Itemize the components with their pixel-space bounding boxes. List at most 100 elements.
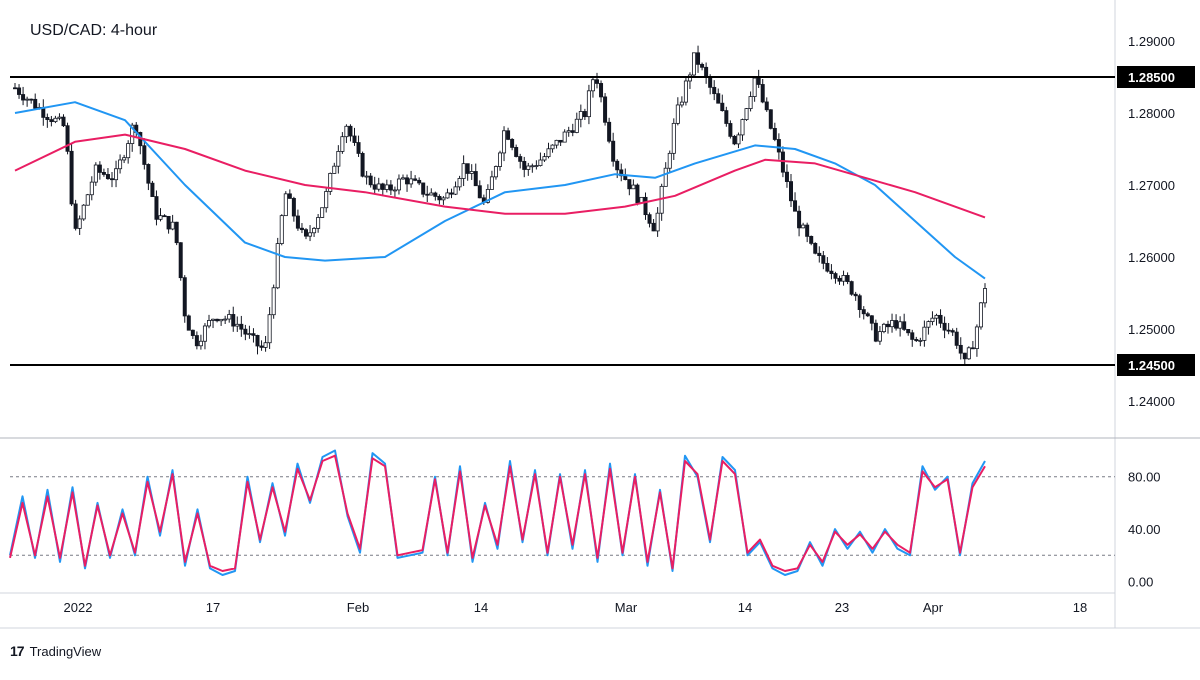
candle-body — [570, 130, 575, 133]
candle-body — [396, 178, 401, 191]
candle-body — [57, 116, 62, 119]
candle-body — [877, 331, 882, 342]
price-tick-label: 1.28000 — [1128, 106, 1175, 121]
moving-average-blue-line — [14, 101, 986, 280]
candle-body — [720, 102, 725, 112]
candle-body — [239, 323, 244, 330]
candle-body — [380, 183, 385, 190]
candle-body — [497, 152, 502, 167]
tradingview-logo-icon: 17 — [10, 643, 25, 659]
candle-body — [316, 217, 321, 229]
candle-body — [651, 222, 656, 232]
candle-body — [69, 150, 74, 205]
candle-body — [215, 318, 220, 322]
candle-body — [283, 193, 288, 217]
candle-body — [336, 151, 341, 167]
candle-body — [942, 322, 947, 331]
candle-body — [21, 94, 26, 101]
candle-body — [861, 309, 866, 315]
candle-body — [235, 323, 240, 327]
candle-body — [489, 176, 494, 190]
candle-body — [114, 168, 119, 181]
candle-body — [295, 215, 300, 229]
candle-body — [817, 252, 822, 257]
candle-body — [582, 111, 587, 118]
candle-body — [202, 325, 207, 342]
candle-body — [562, 131, 567, 143]
candle-body — [962, 352, 967, 360]
candle-body — [182, 277, 187, 317]
candle-body — [12, 87, 17, 90]
candle-body — [211, 318, 216, 321]
candle-body — [425, 193, 430, 196]
candle-body — [299, 227, 304, 231]
candle-body — [825, 262, 830, 272]
candle-body — [158, 215, 163, 220]
candle-body — [724, 110, 729, 124]
candle-body — [756, 77, 761, 85]
candle-body — [320, 207, 325, 218]
candle-body — [966, 347, 971, 360]
candle-body — [223, 318, 228, 321]
candle-body — [150, 182, 155, 197]
candle-body — [635, 184, 640, 204]
candle-body — [33, 98, 38, 109]
price-tick-label: 1.24000 — [1128, 394, 1175, 409]
candle-body — [376, 183, 381, 190]
candle-body — [61, 116, 66, 127]
candle-body — [384, 184, 389, 190]
time-tick-label: 14 — [738, 600, 752, 615]
candle-body — [178, 242, 183, 279]
candle-body — [813, 242, 818, 254]
candle-body — [17, 87, 22, 95]
candle-body — [105, 174, 110, 180]
oscillator-tick-label: 0.00 — [1128, 575, 1153, 590]
candle-body — [49, 119, 54, 123]
candle-body — [623, 175, 628, 180]
footer-brand: 17 TradingView — [10, 643, 101, 659]
candle-body — [259, 345, 264, 348]
candle-body — [344, 125, 349, 138]
candle-body — [433, 192, 438, 197]
candle-body — [493, 166, 498, 178]
moving-average-pink-line — [14, 133, 986, 219]
chart-title: USD/CAD: 4-hour — [30, 22, 158, 39]
candle-body — [764, 101, 769, 111]
candle-body — [255, 334, 260, 347]
candle-body — [473, 171, 478, 187]
candle-body — [683, 80, 688, 103]
candle-body — [231, 314, 236, 327]
candle-body — [627, 179, 632, 190]
level-label: 1.28500 — [1128, 70, 1175, 85]
candle-body — [227, 314, 232, 320]
candle-body — [704, 66, 709, 78]
candle-body — [671, 122, 676, 154]
candle-body — [930, 317, 935, 323]
oscillator-pink-line — [9, 454, 986, 572]
candle-body — [405, 177, 410, 185]
candle-body — [198, 340, 203, 347]
candle-body — [679, 101, 684, 106]
candle-body — [546, 148, 551, 158]
time-tick-label: Mar — [615, 600, 638, 615]
candle-body — [772, 127, 777, 140]
candle-body — [974, 326, 979, 350]
candle-body — [728, 123, 733, 137]
time-tick-label: Feb — [347, 600, 369, 615]
candle-body — [797, 210, 802, 229]
level-label: 1.24500 — [1128, 358, 1175, 373]
candle-body — [81, 204, 86, 220]
candle-body — [809, 235, 814, 244]
candle-body — [740, 119, 745, 136]
candle-body — [736, 134, 741, 145]
candle-body — [73, 203, 78, 229]
candle-body — [25, 98, 30, 101]
oscillator-blue-line — [9, 449, 986, 576]
time-tick-label: 18 — [1073, 600, 1087, 615]
candle-body — [922, 326, 927, 341]
candle-body — [768, 109, 773, 129]
candle-body — [938, 314, 943, 324]
candle-body — [162, 215, 167, 218]
